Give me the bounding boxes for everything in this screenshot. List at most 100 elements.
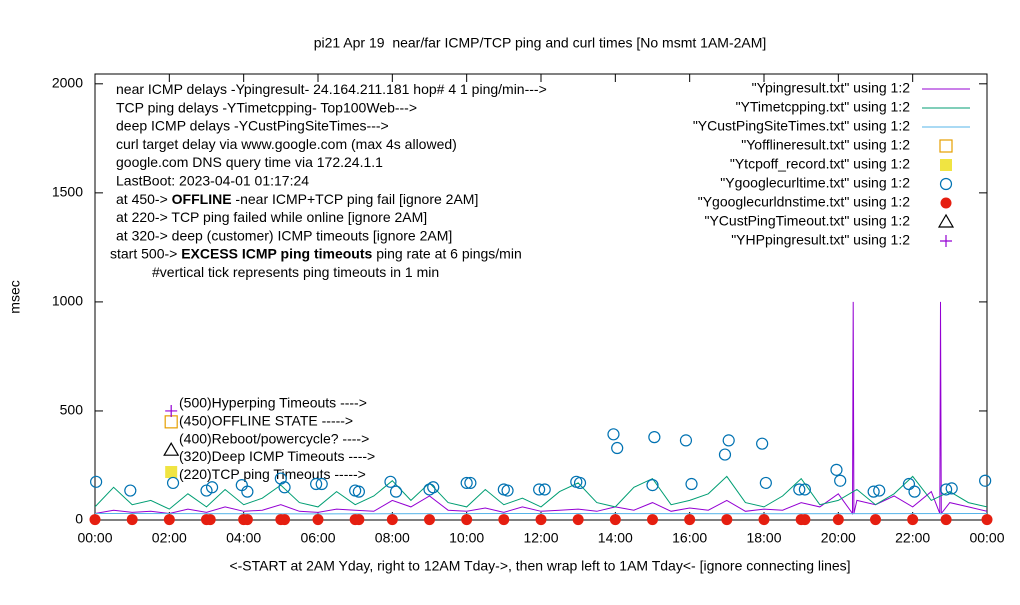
marker-circle (980, 475, 991, 486)
data-point (649, 432, 660, 443)
marker-circle (719, 449, 730, 460)
marker-circle (941, 179, 952, 190)
marker-circle (723, 435, 734, 446)
annotation: LastBoot: 2023-04-01 01:17:24 (116, 172, 309, 188)
marker-circle (684, 514, 695, 525)
marker-circle (502, 485, 513, 496)
marker-circle (424, 514, 435, 525)
marker-circle (870, 514, 881, 525)
marker-circle (353, 486, 364, 497)
marker-circle (612, 443, 623, 454)
marker-circle (647, 480, 658, 491)
data-point (870, 514, 881, 525)
data-point (647, 480, 658, 491)
marker-circle (760, 477, 771, 488)
annotation-part: at 320-> deep (customer) ICMP timeouts [… (116, 227, 452, 243)
marker-label: (220)TCP ping Timeouts -----> (179, 466, 366, 482)
legend-label: "Ypingresult.txt" using 1:2 (752, 80, 911, 96)
marker-square (940, 159, 952, 171)
data-point (279, 514, 290, 525)
data-point (760, 477, 771, 488)
marker-circle (127, 514, 138, 525)
data-point (719, 449, 730, 460)
data-point (127, 514, 138, 525)
data-point (941, 514, 952, 525)
annotation-part: deep ICMP delays -YCustPingSiteTimes---> (116, 117, 389, 133)
marker-circle (313, 514, 324, 525)
annotation-part: google.com DNS query time via 172.24.1.1 (116, 154, 383, 170)
x-tick-label: 00:00 (969, 530, 1004, 546)
legend-swatch (940, 235, 952, 247)
marker-square (940, 140, 952, 152)
annotation-part: curl target delay via www.google.com (ma… (116, 136, 457, 152)
marker-label: (450)OFFLINE STATE -----> (179, 413, 353, 429)
annotation-part: EXCESS ICMP ping timeouts (181, 245, 372, 261)
marker-circle (721, 514, 732, 525)
data-point (835, 475, 846, 486)
marker-triangle (939, 215, 953, 227)
x-tick-label: 08:00 (375, 530, 410, 546)
data-point (982, 514, 993, 525)
data-point (536, 514, 547, 525)
data-point (391, 486, 402, 497)
marker-plus (165, 405, 177, 417)
marker-circle (610, 514, 621, 525)
marker-circle (909, 486, 920, 497)
marker-label: (400)Reboot/powercycle? ----> (179, 430, 369, 446)
data-point (647, 514, 658, 525)
annotation: TCP ping delays -YTimetcpping- Top100Web… (116, 99, 417, 115)
annotation-part: at 220-> TCP ping failed while online [i… (116, 209, 427, 225)
legend-swatch (941, 179, 952, 190)
data-point (723, 435, 734, 446)
marker-square (165, 466, 177, 478)
data-point (909, 486, 920, 497)
y-tick-label: 0 (75, 511, 83, 527)
legend-label: "YTimetcpping.txt" using 1:2 (736, 99, 911, 115)
data-point (205, 514, 216, 525)
legend-label: "YCustPingTimeout.txt" using 1:2 (704, 213, 910, 229)
data-point (164, 443, 178, 455)
marker-circle (387, 514, 398, 525)
marker-circle (831, 464, 842, 475)
marker-circle (242, 514, 253, 525)
data-point (573, 514, 584, 525)
annotation-part: -near ICMP+TCP ping fail [ignore 2AM] (232, 191, 479, 207)
legend-label: "Yofflineresult.txt" using 1:2 (741, 137, 910, 153)
data-point (353, 514, 364, 525)
data-point (721, 514, 732, 525)
marker-circle (279, 514, 290, 525)
marker-circle (279, 482, 290, 493)
marker-circle (759, 514, 770, 525)
data-point (165, 405, 177, 417)
x-tick-label: 16:00 (672, 530, 707, 546)
data-point (575, 477, 586, 488)
marker-circle (242, 486, 253, 497)
data-point (759, 514, 770, 525)
annotation-part: OFFLINE (172, 191, 232, 207)
data-point (907, 514, 918, 525)
x-tick-label: 14:00 (598, 530, 633, 546)
data-point (387, 514, 398, 525)
annotation: start 500-> EXCESS ICMP ping timeouts pi… (110, 245, 522, 261)
marker-circle (799, 514, 810, 525)
marker-square (165, 416, 177, 428)
marker-plus (940, 235, 952, 247)
annotation: near ICMP delays -Ypingresult- 24.164.21… (116, 81, 547, 97)
y-tick-label: 2000 (52, 75, 83, 91)
data-point (610, 514, 621, 525)
data-point (680, 435, 691, 446)
marker-circle (608, 429, 619, 440)
annotation-part: TCP ping delays -YTimetcpping- Top100Web… (116, 99, 417, 115)
data-point (608, 429, 619, 440)
marker-circle (205, 514, 216, 525)
data-point (353, 486, 364, 497)
data-point (91, 476, 102, 487)
marker-circle (835, 475, 846, 486)
marker-circle (982, 514, 993, 525)
marker-circle (833, 514, 844, 525)
y-axis-label: msec (7, 280, 23, 313)
data-point (165, 416, 177, 428)
annotation: deep ICMP delays -YCustPingSiteTimes---> (116, 117, 389, 133)
legend-label: "Ygooglecurldnstime.txt" using 1:2 (698, 194, 910, 210)
